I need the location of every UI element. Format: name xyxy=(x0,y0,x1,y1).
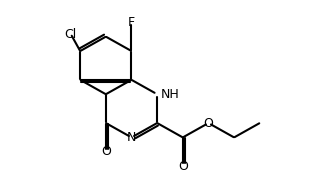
Text: Cl: Cl xyxy=(65,28,77,41)
Text: O: O xyxy=(204,117,214,130)
Text: O: O xyxy=(101,145,111,158)
Text: O: O xyxy=(178,160,188,173)
Text: N: N xyxy=(127,131,136,144)
Text: NH: NH xyxy=(161,88,179,101)
Text: F: F xyxy=(128,16,135,29)
